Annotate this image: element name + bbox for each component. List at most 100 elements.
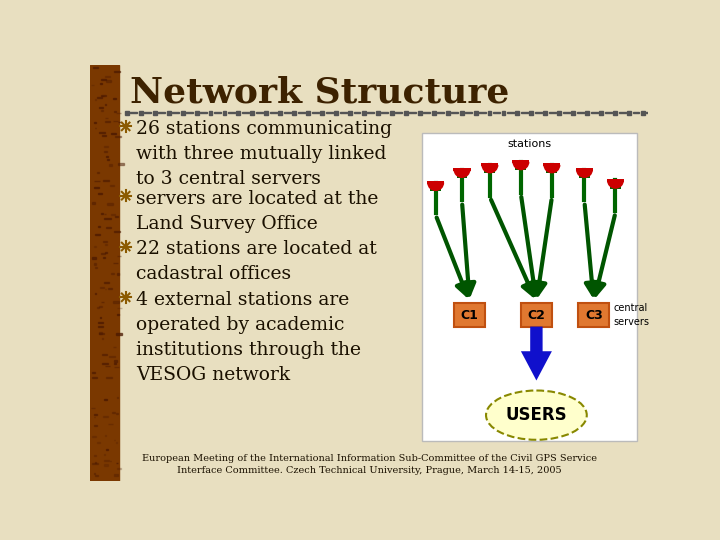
Bar bbox=[585, 111, 589, 115]
Bar bbox=[107, 156, 109, 157]
Bar bbox=[104, 146, 108, 147]
Bar bbox=[94, 267, 97, 268]
Bar bbox=[105, 122, 110, 123]
Bar bbox=[546, 170, 557, 173]
Bar bbox=[264, 111, 269, 115]
Bar bbox=[112, 98, 116, 99]
Bar bbox=[236, 111, 240, 115]
Bar bbox=[577, 112, 584, 113]
Wedge shape bbox=[607, 180, 624, 189]
Bar bbox=[422, 132, 637, 441]
Bar bbox=[297, 112, 305, 113]
Bar bbox=[96, 442, 100, 443]
Bar bbox=[571, 111, 575, 115]
Bar bbox=[117, 164, 124, 165]
Bar bbox=[114, 360, 117, 362]
Bar bbox=[418, 111, 422, 115]
Bar bbox=[106, 80, 111, 82]
Bar bbox=[404, 111, 408, 115]
Bar bbox=[362, 111, 366, 115]
Bar bbox=[102, 354, 107, 355]
Bar bbox=[549, 112, 556, 113]
Bar bbox=[97, 326, 102, 327]
Bar bbox=[117, 307, 122, 308]
Bar bbox=[613, 111, 617, 115]
Bar bbox=[325, 112, 333, 113]
Bar bbox=[306, 111, 310, 115]
Bar bbox=[114, 363, 116, 364]
Bar bbox=[292, 111, 296, 115]
Bar bbox=[465, 112, 472, 113]
Text: C1: C1 bbox=[461, 308, 479, 321]
Text: servers are located at the
Land Survey Office: servers are located at the Land Survey O… bbox=[137, 190, 379, 233]
Bar bbox=[99, 83, 102, 84]
Wedge shape bbox=[454, 170, 471, 178]
Bar bbox=[94, 414, 97, 415]
Bar bbox=[516, 166, 526, 170]
Bar bbox=[557, 111, 561, 115]
Bar bbox=[607, 179, 624, 182]
Bar bbox=[590, 112, 598, 113]
Bar bbox=[544, 111, 547, 115]
Bar bbox=[117, 468, 120, 469]
Bar bbox=[99, 306, 102, 307]
Bar bbox=[474, 111, 477, 115]
FancyBboxPatch shape bbox=[454, 303, 485, 327]
Bar bbox=[107, 159, 109, 160]
Bar bbox=[502, 111, 505, 115]
Bar bbox=[456, 174, 467, 178]
Bar bbox=[103, 241, 107, 242]
Bar bbox=[563, 112, 570, 113]
Bar bbox=[102, 338, 104, 339]
Text: C2: C2 bbox=[528, 308, 545, 321]
Bar bbox=[493, 112, 500, 113]
Bar bbox=[104, 464, 108, 466]
Wedge shape bbox=[513, 162, 529, 170]
Bar bbox=[181, 111, 184, 115]
Bar bbox=[521, 112, 528, 113]
Bar bbox=[251, 111, 254, 115]
Bar bbox=[348, 111, 352, 115]
Bar bbox=[209, 111, 212, 115]
Bar bbox=[112, 412, 114, 413]
Bar bbox=[98, 322, 103, 323]
Text: 22 stations are located at
cadastral offices: 22 stations are located at cadastral off… bbox=[137, 240, 377, 284]
Bar bbox=[427, 181, 444, 184]
Bar bbox=[647, 112, 654, 113]
Bar bbox=[92, 436, 96, 437]
Bar bbox=[228, 112, 235, 113]
Bar bbox=[117, 273, 120, 274]
Wedge shape bbox=[576, 170, 593, 178]
Bar bbox=[109, 165, 112, 166]
Text: stations: stations bbox=[508, 139, 552, 148]
Bar bbox=[312, 112, 319, 113]
Bar bbox=[334, 111, 338, 115]
Bar bbox=[115, 136, 121, 137]
Bar bbox=[92, 202, 94, 204]
Bar bbox=[104, 282, 109, 284]
Bar bbox=[105, 244, 107, 245]
Bar bbox=[94, 416, 96, 417]
Bar bbox=[117, 397, 118, 398]
Text: USERS: USERS bbox=[505, 406, 567, 424]
Text: 4 external stations are
operated by academic
institutions through the
VESOG netw: 4 external stations are operated by acad… bbox=[137, 291, 361, 384]
Bar bbox=[114, 440, 115, 441]
Bar bbox=[116, 442, 117, 443]
Bar bbox=[242, 112, 249, 113]
Bar bbox=[99, 332, 102, 334]
Bar bbox=[90, 65, 120, 481]
Bar bbox=[101, 253, 105, 254]
Bar bbox=[95, 475, 99, 476]
Bar bbox=[354, 112, 361, 113]
Bar bbox=[97, 172, 99, 173]
Bar bbox=[101, 95, 106, 96]
Bar bbox=[544, 164, 560, 166]
Bar bbox=[116, 413, 118, 414]
FancyBboxPatch shape bbox=[578, 303, 609, 327]
Bar bbox=[256, 112, 263, 113]
Bar bbox=[99, 287, 104, 288]
Bar bbox=[158, 112, 165, 113]
Bar bbox=[103, 257, 104, 258]
Bar bbox=[113, 301, 119, 303]
Bar bbox=[106, 227, 112, 228]
